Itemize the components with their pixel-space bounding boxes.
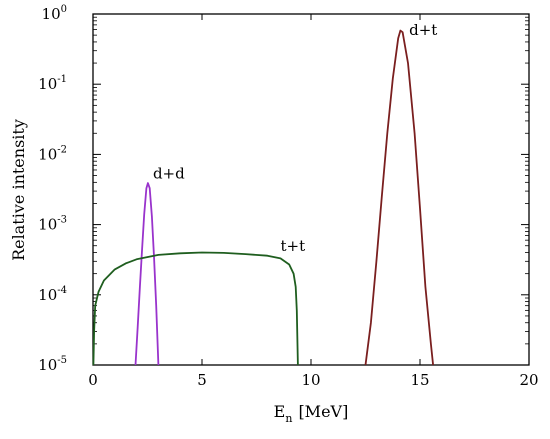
y-tick-exponent: 0: [61, 4, 67, 15]
y-tick-label: 100: [42, 4, 67, 23]
x-axis-label-unit: [MeV]: [298, 402, 348, 421]
y-tick-exponent: -3: [57, 215, 67, 226]
x-tick-label: 20: [519, 371, 538, 389]
y-tick-label: 10-3: [38, 215, 67, 234]
series-labels: d+d t+t d+t: [153, 21, 437, 255]
y-tick-exponent: -4: [57, 285, 67, 296]
series-line-d-t: [364, 29, 434, 366]
x-axis-label-sub: n: [285, 412, 292, 425]
y-tick-base: 10: [38, 286, 57, 304]
x-axis-label-main: E: [274, 402, 286, 421]
series-label-d-t: d+t: [409, 21, 437, 39]
y-tick-exponent: -5: [57, 355, 67, 366]
x-tick-label: 5: [197, 371, 207, 389]
series-label-t-t: t+t: [280, 237, 305, 255]
plot-frame: [92, 13, 530, 366]
y-tick-base: 10: [38, 356, 57, 374]
series-lines: [92, 29, 434, 366]
y-tick-exponent: -1: [57, 74, 67, 85]
series-line-t-t: [92, 251, 299, 366]
y-tick-base: 10: [38, 75, 57, 93]
series-label-d-d: d+d: [153, 165, 185, 183]
y-tick-label: 10-5: [38, 355, 67, 374]
y-tick-base: 10: [38, 145, 57, 163]
series-line-d-d: [134, 182, 160, 366]
y-tick-label: 10-1: [38, 74, 67, 93]
y-axis-label: Relative intensity: [9, 119, 28, 261]
y-tick-base: 10: [42, 5, 61, 23]
x-tick-label: 0: [88, 371, 98, 389]
x-tick-label: 10: [301, 371, 320, 389]
y-tick-base: 10: [38, 216, 57, 234]
y-tick-label: 10-2: [38, 144, 67, 163]
y-tick-exponent: -2: [57, 144, 67, 155]
y-tick-label: 10-4: [38, 285, 67, 304]
x-tick-label: 15: [410, 371, 429, 389]
x-ticks: 0 5 10 15 20: [88, 14, 539, 389]
x-axis-label: En [MeV]: [274, 402, 349, 425]
